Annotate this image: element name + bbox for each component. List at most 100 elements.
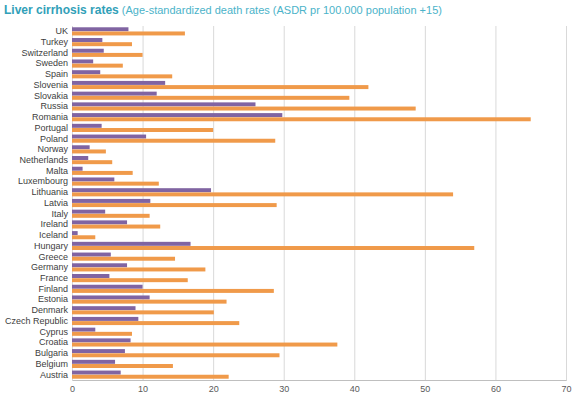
- y-tick: Romania: [32, 112, 72, 122]
- y-tick: Lithuania: [31, 187, 72, 197]
- y-tick-label: Luxembourg: [18, 176, 68, 186]
- bar: [72, 177, 114, 181]
- y-tick: Hungary: [34, 241, 72, 251]
- bar: [72, 64, 123, 68]
- y-tick-label: Turkey: [41, 37, 69, 47]
- bar: [72, 31, 185, 35]
- bar: [72, 203, 277, 207]
- bar: [72, 27, 128, 31]
- y-tick-label: Norway: [37, 144, 68, 154]
- y-tick: Slovenia: [33, 80, 72, 90]
- y-tick-label: Czech Republic: [5, 316, 69, 326]
- bar: [72, 70, 100, 74]
- bar: [72, 85, 368, 89]
- y-tick-label: Denmark: [31, 305, 68, 315]
- y-tick-label: Poland: [40, 134, 68, 144]
- bar: [72, 285, 143, 289]
- y-tick-label: Sweden: [35, 58, 68, 68]
- chart: Liver cirrhosis rates (Age-standardized …: [0, 0, 582, 402]
- bar: [72, 267, 205, 271]
- bar: [72, 139, 275, 143]
- y-tick: Turkey: [41, 37, 72, 47]
- y-tick-label: Italy: [51, 209, 68, 219]
- x-tick-label: 40: [350, 384, 360, 394]
- bar: [72, 328, 95, 332]
- x-tick: 20: [209, 26, 219, 394]
- y-tick: Finland: [38, 284, 72, 294]
- bar: [72, 257, 175, 261]
- y-tick-label: Austria: [40, 370, 68, 380]
- y-tick-label: Cyprus: [39, 327, 68, 337]
- x-tick-label: 50: [420, 384, 430, 394]
- bar: [72, 38, 102, 42]
- title: Liver cirrhosis rates: [4, 3, 119, 17]
- y-tick: Denmark: [31, 305, 72, 315]
- bar: [72, 49, 104, 53]
- y-tick: Sweden: [35, 58, 72, 68]
- y-tick: Bulgaria: [35, 348, 72, 358]
- bar: [72, 246, 474, 250]
- y-tick-label: Ireland: [40, 219, 68, 229]
- y-tick: Germany: [31, 262, 72, 272]
- y-axis: UKTurkeySwitzerlandSwedenSpainSloveniaSl…: [5, 26, 73, 380]
- y-tick: Belgium: [35, 359, 72, 369]
- y-tick-label: Croatia: [39, 337, 68, 347]
- bar: [72, 113, 282, 117]
- x-tick-label: 0: [70, 384, 75, 394]
- y-tick: Austria: [40, 370, 72, 380]
- bar: [72, 360, 115, 364]
- y-tick-label: Slovakia: [34, 91, 68, 101]
- bar: [72, 349, 125, 353]
- y-tick: Italy: [51, 209, 72, 219]
- y-tick-label: Germany: [31, 262, 69, 272]
- y-tick: UK: [55, 26, 72, 36]
- bar: [72, 278, 188, 282]
- y-tick: Slovakia: [34, 91, 72, 101]
- bar: [72, 59, 93, 63]
- bar: [72, 192, 453, 196]
- x-tick-label: 60: [491, 384, 501, 394]
- y-tick: Portugal: [34, 123, 72, 133]
- y-tick: Czech Republic: [5, 316, 72, 326]
- y-tick: Poland: [40, 134, 72, 144]
- y-tick-label: Hungary: [34, 241, 69, 251]
- x-tick: 40: [350, 26, 360, 394]
- bar: [72, 371, 121, 375]
- bar: [72, 310, 214, 314]
- bar: [72, 317, 138, 321]
- y-tick: Greece: [38, 252, 72, 262]
- bar: [72, 321, 239, 325]
- y-tick-label: Russia: [40, 101, 68, 111]
- y-tick-label: Finland: [38, 284, 68, 294]
- x-tick: 50: [420, 26, 430, 394]
- x-axis-line: [73, 26, 567, 381]
- bar: [72, 92, 157, 96]
- bar: [72, 74, 172, 78]
- y-tick: Russia: [40, 101, 72, 111]
- bar: [72, 102, 255, 106]
- bar: [72, 135, 146, 139]
- bar: [72, 343, 337, 347]
- bar: [72, 231, 78, 235]
- y-tick: Ireland: [40, 219, 72, 229]
- subtitle: (Age-standardized death rates (ASDR pr 1…: [119, 4, 442, 16]
- bar: [72, 353, 279, 357]
- y-tick: Estonia: [38, 294, 72, 304]
- bar: [72, 145, 90, 149]
- y-tick-label: Switzerland: [21, 48, 68, 58]
- bar: [72, 289, 274, 293]
- y-tick-label: Belgium: [35, 359, 68, 369]
- y-tick: Switzerland: [21, 48, 72, 58]
- bar: [72, 182, 159, 186]
- bar: [72, 338, 131, 342]
- bar: [72, 263, 127, 267]
- y-tick: France: [40, 273, 72, 283]
- bar: [72, 107, 416, 111]
- bar: [72, 160, 112, 164]
- bar: [72, 128, 213, 132]
- y-tick: Iceland: [39, 230, 72, 240]
- y-tick: Cyprus: [39, 327, 72, 337]
- grid-line: [213, 26, 214, 380]
- bar: [72, 274, 109, 278]
- y-tick-label: Netherlands: [19, 155, 68, 165]
